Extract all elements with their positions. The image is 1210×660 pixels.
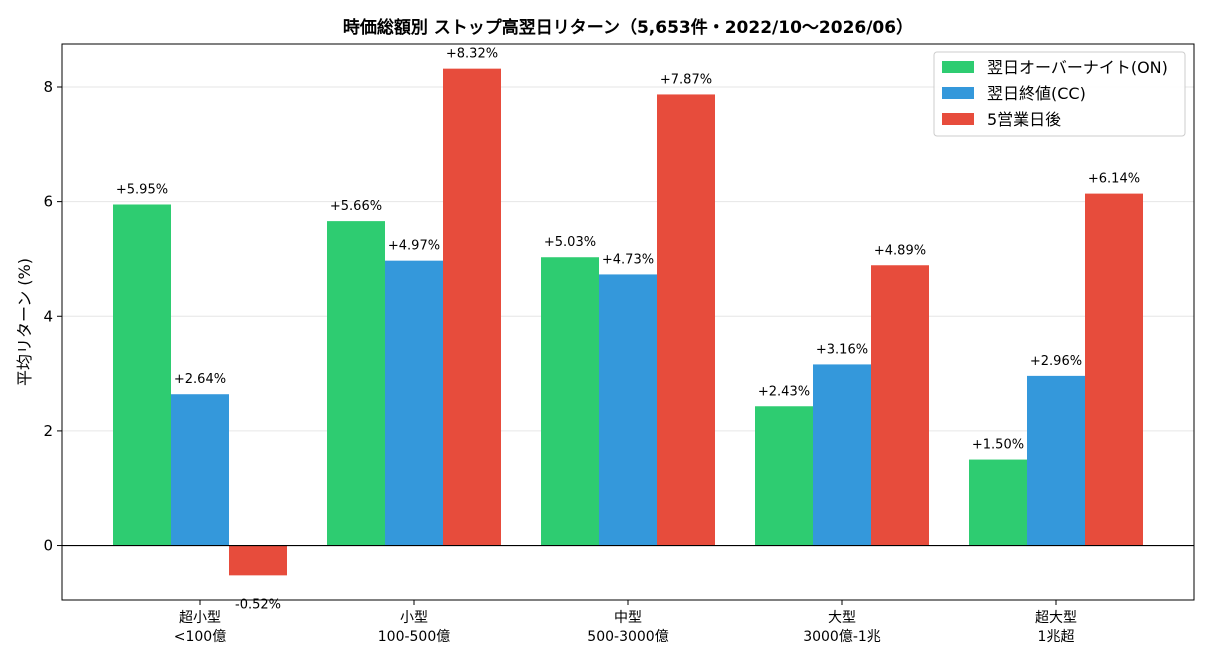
bar — [657, 94, 715, 546]
data-label: +7.87% — [660, 72, 712, 87]
bar — [969, 459, 1027, 546]
data-label: +5.95% — [116, 182, 168, 197]
bar — [229, 545, 287, 576]
x-tick-label: 大型 — [828, 610, 856, 626]
legend-swatch — [942, 113, 974, 125]
legend-swatch — [942, 61, 974, 73]
bar — [813, 364, 871, 546]
bar — [443, 68, 501, 546]
bar — [385, 260, 443, 546]
x-tick-label: 中型 — [614, 610, 642, 626]
data-label: +2.43% — [758, 384, 810, 399]
bar — [1027, 375, 1085, 546]
bar — [541, 257, 599, 546]
data-label: +2.64% — [174, 372, 226, 387]
bar — [871, 265, 929, 546]
bars — [113, 68, 1143, 576]
data-label: +5.03% — [544, 235, 596, 250]
data-label: +2.96% — [1030, 354, 1082, 369]
legend-label: 翌日終値(CC) — [987, 84, 1086, 103]
y-tick-label: 0 — [43, 537, 53, 555]
legend: 翌日オーバーナイト(ON) 翌日終値(CC) 5営業日後 — [933, 51, 1186, 137]
y-tick-label: 8 — [43, 78, 53, 96]
bar — [113, 204, 171, 546]
data-label: +1.50% — [972, 438, 1024, 453]
data-label: +6.14% — [1088, 172, 1140, 187]
data-label: +4.73% — [602, 252, 654, 267]
legend-label: 5営業日後 — [987, 110, 1061, 129]
legend-label: 翌日オーバーナイト(ON) — [987, 58, 1168, 77]
bar — [599, 274, 657, 546]
y-axis: 0 2 4 6 8 — [43, 78, 62, 555]
bar — [327, 221, 385, 546]
x-axis: 超小型 <100億 小型 100-500億 中型 500-3000億 大型 3000億-1兆 超… — [174, 600, 1077, 645]
x-tick-label: 小型 — [400, 610, 428, 626]
data-label: +5.66% — [330, 199, 382, 214]
x-tick-label: <100億 — [174, 629, 226, 645]
x-tick-label: 3000億-1兆 — [803, 629, 881, 645]
y-tick-label: 2 — [43, 422, 53, 440]
x-tick-label: 100-500億 — [378, 629, 451, 645]
data-label: +4.89% — [874, 243, 926, 258]
x-tick-label: 1兆超 — [1038, 629, 1075, 645]
chart-title: 時価総額別 ストップ高翌日リターン（5,653件・2022/10〜2026/06… — [343, 17, 913, 38]
data-label: +3.16% — [816, 342, 868, 357]
bar — [171, 394, 229, 546]
bar — [755, 406, 813, 546]
y-tick-label: 4 — [43, 307, 53, 325]
data-labels: +5.95% +2.64% -0.52% +5.66% +4.97% +8.32% +5.0… — [116, 47, 1140, 613]
legend-box — [933, 51, 1186, 137]
y-tick-label: 6 — [43, 193, 53, 211]
data-label: +4.97% — [388, 239, 440, 254]
x-tick-label: 超小型 — [179, 610, 221, 626]
x-tick-label: 超大型 — [1035, 610, 1077, 626]
legend-swatch — [942, 87, 974, 99]
data-label: +8.32% — [446, 47, 498, 62]
x-tick-label: 500-3000億 — [587, 629, 668, 645]
bar — [1085, 193, 1143, 546]
data-label: -0.52% — [235, 597, 281, 612]
y-axis-label: 平均リターン (%) — [15, 258, 34, 386]
